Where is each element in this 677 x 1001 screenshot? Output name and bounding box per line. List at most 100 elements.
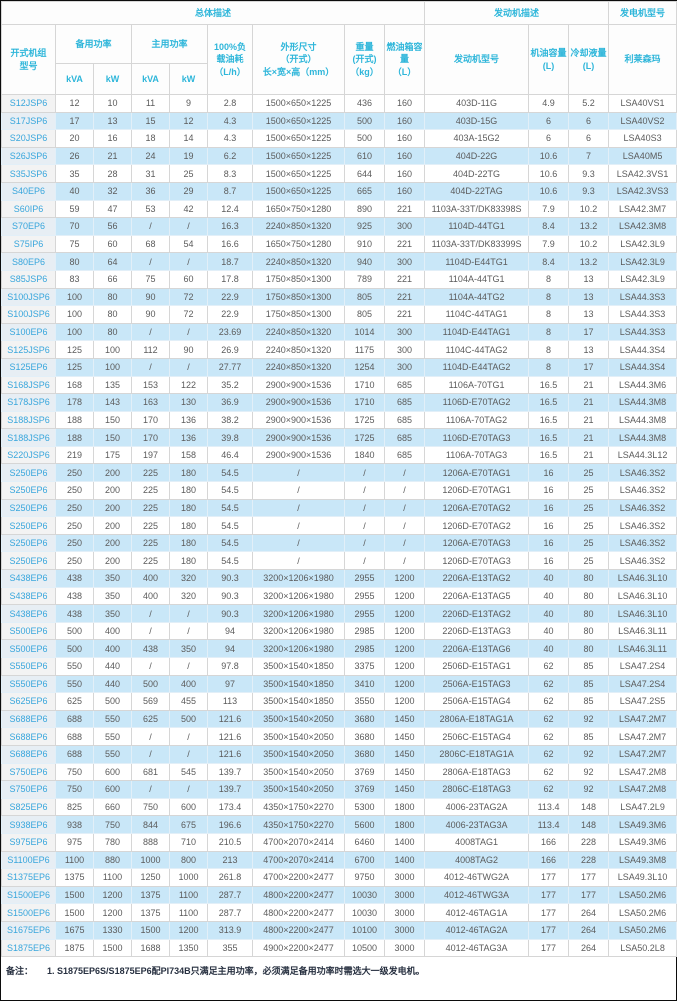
spec-cell: 10030 [344,885,385,905]
model-link[interactable]: S250EP6 [9,538,48,549]
spec-cell: 200 [93,463,132,483]
spec-cell: / [169,322,208,342]
model-link[interactable]: S438EP6 [9,608,48,619]
model-link[interactable]: S250EP6 [9,485,48,496]
spec-cell: 2206D-E13TAG3 [424,621,530,641]
spec-cell: 97.8 [207,657,253,676]
spec-cell: 1106A-70TAG2 [424,410,530,430]
spec-cell: 36 [131,181,170,201]
model-link[interactable]: S100EP6 [9,327,48,338]
model-cell: S100EP6 [1,322,56,342]
model-link[interactable]: S168JSP6 [7,379,50,390]
spec-cell: 1500×650×1225 [252,181,345,201]
spec-cell: 62 [528,674,570,694]
model-link[interactable]: S80EP6 [11,256,46,267]
model-link[interactable]: S938EP6 [9,819,48,830]
spec-cell: 221 [383,287,426,307]
spec-cell: 18.7 [207,252,253,271]
spec-cell: 264 [568,920,610,940]
model-link[interactable]: S40EP6 [11,186,46,197]
model-link[interactable]: S178JSP6 [7,397,50,408]
table-row: S125EP6 125 100//27.77 2240×850×1320 1254 300… [1,357,677,377]
table-row: S60IP6 59 47 53 42 12.4 1650×750×1280 890 221 110… [1,199,677,219]
model-link[interactable]: S75IP6 [13,239,44,250]
spec-cell: 80 [568,604,610,623]
model-link[interactable]: S1875EP6 [6,942,51,953]
spec-cell: 4700×2070×2414 [252,832,345,852]
model-link[interactable]: S688EP6 [9,714,48,725]
model-link[interactable]: S100JSP6 [7,291,50,302]
model-link[interactable]: S625EP6 [9,696,48,707]
model-link[interactable]: S750EP6 [9,784,48,795]
col-header-prime-power: 主用功率 [131,24,208,64]
model-link[interactable]: S1675EP6 [6,925,51,936]
table-row: S750EP6 750 600 681 545 139.7 3500×1540×2050 37… [1,762,677,782]
spec-cell: / [252,481,345,500]
model-link[interactable]: S125EP6 [9,362,48,373]
spec-cell: 2955 [344,569,385,588]
spec-cell: 59 [55,199,94,219]
model-link[interactable]: S20JSP6 [9,133,48,144]
model-link[interactable]: S250EP6 [9,520,48,531]
spec-cell: 1450 [383,709,426,729]
model-link[interactable]: S250EP6 [9,555,48,566]
spec-cell: 85 [568,727,610,746]
spec-cell: 825 [55,797,94,817]
model-link[interactable]: S438EP6 [9,573,48,584]
model-link[interactable]: S1500EP6 [6,890,51,901]
model-link[interactable]: S12JSP6 [9,98,48,109]
model-link[interactable]: S35JSP6 [9,168,48,179]
spec-cell: 29 [169,181,208,201]
model-link[interactable]: S500EP6 [9,643,48,654]
spec-cell: LSA47.2M7 [608,744,677,764]
model-link[interactable]: S750EP6 [9,766,48,777]
model-link[interactable]: S125JSP6 [7,344,50,355]
spec-cell: 16 [528,463,570,483]
model-cell: S20JSP6 [1,129,56,148]
table-row: S1875EP6 1875 1500 1688 1350 355 4900×2200×247… [1,938,677,958]
spec-cell: 160 [383,146,426,166]
spec-cell: 85 [568,692,610,711]
spec-cell: 8 [528,305,570,324]
spec-cell: 14 [169,129,208,148]
model-link[interactable]: S1375EP6 [6,872,51,883]
model-cell: S250EP6 [1,533,56,553]
model-link[interactable]: S975EP6 [9,837,48,848]
model-link[interactable]: S250EP6 [9,467,48,478]
spec-cell: 600 [93,762,132,782]
model-link[interactable]: S60IP6 [13,203,44,214]
spec-cell: 287.7 [207,903,253,922]
spec-cell: 180 [169,481,208,500]
model-cell: S250EP6 [1,498,56,518]
model-link[interactable]: S500EP6 [9,626,48,637]
model-link[interactable]: S188JSP6 [7,414,50,425]
spec-cell: 681 [131,762,170,782]
model-link[interactable]: S220JSP6 [7,450,50,461]
model-link[interactable]: S26JSP6 [9,151,48,162]
model-link[interactable]: S1500EP6 [6,907,51,918]
model-link[interactable]: S438EP6 [9,590,48,601]
spec-cell: 3500×1540×1850 [252,657,345,676]
model-link[interactable]: S17JSP6 [9,115,48,126]
model-link[interactable]: S250EP6 [9,502,48,513]
header-group-alternator: 发电机型号 [608,1,677,25]
model-link[interactable]: S550EP6 [9,661,48,672]
model-link[interactable]: S1100EP6 [7,854,50,865]
model-link[interactable]: S70EP6 [11,221,46,232]
spec-cell: 261.8 [207,868,253,887]
table-row: S40EP6 40 32 36 29 8.7 1500×650×1225 665 160 404D… [1,181,677,201]
spec-cell: 25 [568,551,610,571]
model-link[interactable]: S188JSP6 [7,432,50,443]
model-link[interactable]: S550EP6 [9,678,48,689]
model-link[interactable]: S85JSP6 [9,274,48,285]
spec-cell: / [383,498,426,518]
spec-cell: 31 [131,164,170,183]
spec-cell: 2506A-E15TAG3 [424,674,530,694]
model-link[interactable]: S688EP6 [9,749,48,760]
model-link[interactable]: S825EP6 [9,802,48,813]
model-link[interactable]: S688EP6 [9,731,48,742]
spec-cell: 3000 [383,903,426,922]
spec-cell: 550 [93,727,132,746]
spec-cell: LSA47.2M7 [608,709,677,729]
model-link[interactable]: S100JSP6 [7,309,50,320]
